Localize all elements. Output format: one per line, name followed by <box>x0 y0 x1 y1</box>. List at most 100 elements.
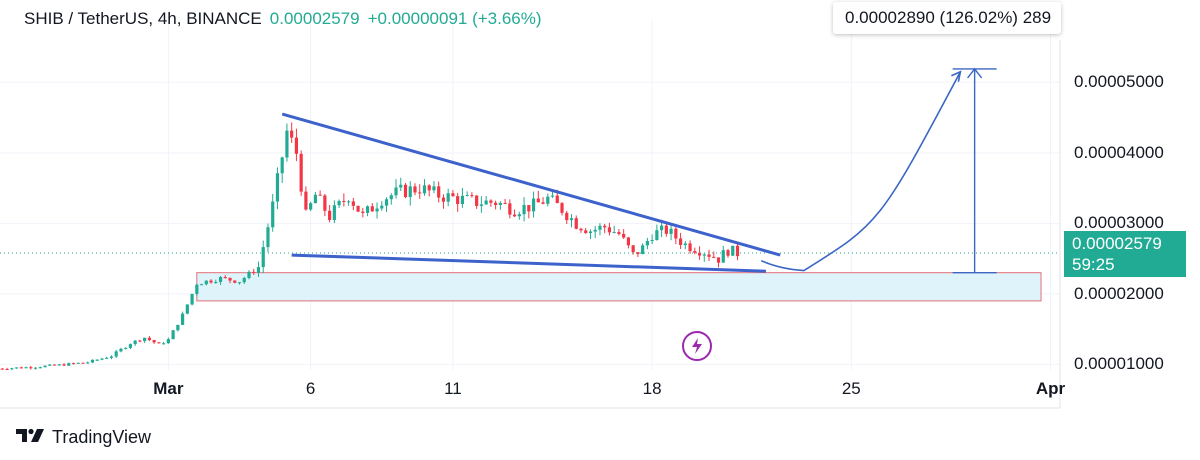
candle-down <box>636 252 640 255</box>
candle-down <box>678 238 683 245</box>
candle-up <box>460 195 465 204</box>
candle-down <box>688 243 692 252</box>
candle-up <box>384 199 389 206</box>
candle-down <box>456 196 460 204</box>
candle-down <box>560 203 564 213</box>
candle-up <box>185 304 189 314</box>
candle-down <box>361 211 365 213</box>
wedge-lower-trendline <box>291 253 767 273</box>
y-tick-label: 0.00003000 <box>1074 213 1164 233</box>
price-change: +0.00000091 (+3.66%) <box>367 9 542 28</box>
candle-up <box>641 245 645 255</box>
candle-down <box>697 252 702 256</box>
candle-up <box>24 367 28 369</box>
candle-down <box>437 186 441 198</box>
candle-up <box>332 205 336 220</box>
candle-down <box>735 245 740 257</box>
candle-up <box>337 200 341 206</box>
axes <box>0 40 1061 409</box>
candle-up <box>569 218 574 221</box>
candle-up <box>593 229 597 232</box>
candle-up <box>86 362 90 364</box>
candle-down <box>228 277 232 281</box>
candle-down <box>541 202 545 204</box>
lightning-bolt-icon[interactable] <box>682 331 712 361</box>
y-tick-label: 0.00002000 <box>1074 283 1164 303</box>
candle-down <box>418 192 422 194</box>
candle-up <box>76 362 80 364</box>
projection-curve <box>760 71 962 272</box>
candle-up <box>114 351 118 357</box>
candle-down <box>328 210 332 220</box>
candle-down <box>707 254 711 257</box>
bar-countdown: 59:25 <box>1072 255 1115 274</box>
trend-drawings <box>281 67 997 274</box>
candle-up <box>422 185 427 194</box>
candle-up <box>14 367 19 369</box>
candle-down <box>536 198 540 203</box>
candle-up <box>517 214 521 217</box>
x-tick-label: 18 <box>642 379 662 398</box>
candle-down <box>318 194 322 196</box>
x-tick-label: 11 <box>444 379 462 398</box>
footer: TradingView <box>16 426 151 448</box>
candle-down <box>147 337 151 341</box>
candle-down <box>579 228 583 231</box>
candle-up <box>346 201 351 203</box>
x-tick-label: 25 <box>841 379 861 398</box>
candle-up <box>105 357 109 359</box>
candle-down <box>29 367 33 369</box>
candle-down <box>626 237 631 246</box>
candle-up <box>522 205 526 215</box>
candle-down <box>403 184 408 198</box>
candle-up <box>38 367 42 369</box>
candle-up <box>280 157 284 174</box>
candle-down <box>209 280 213 283</box>
candle-up <box>190 293 194 305</box>
candle-down <box>294 137 299 154</box>
candle-down <box>451 193 455 197</box>
x-tick-label: Mar <box>153 379 184 398</box>
candle-up <box>33 367 38 369</box>
support-zone-rect <box>196 272 1042 302</box>
candle-down <box>603 225 607 228</box>
candle-up <box>655 230 659 241</box>
candle-up <box>731 245 735 256</box>
candle-up <box>399 184 403 188</box>
current-price-value: 0.00002579 <box>1072 234 1162 253</box>
candle-down <box>555 195 559 204</box>
candle-up <box>171 330 175 340</box>
brand-name[interactable]: TradingView <box>52 426 152 447</box>
tradingview-logo-icon[interactable] <box>16 427 46 448</box>
candle-down <box>71 363 76 365</box>
candle-up <box>389 195 393 200</box>
candle-up <box>375 208 379 212</box>
measure-tooltip-text: 0.00002890 (126.02%) 289 <box>845 8 1052 27</box>
candle-up <box>247 271 251 278</box>
candle-up <box>669 228 673 234</box>
candle-up <box>550 195 555 197</box>
candle-up <box>128 344 133 348</box>
candle-down <box>304 191 308 210</box>
wedge-upper-trendline <box>281 112 781 257</box>
support-zone <box>196 272 1042 302</box>
candle-down <box>81 362 85 364</box>
last-price: 0.00002579 <box>269 9 360 28</box>
candle-up <box>479 204 483 206</box>
candle-down <box>565 212 569 221</box>
candle-up <box>365 206 370 213</box>
candle-down <box>674 228 678 239</box>
candle-up <box>162 343 166 345</box>
candle-up <box>199 284 204 286</box>
candle-up <box>394 187 398 196</box>
candle-down <box>494 202 498 205</box>
x-tick-label: Apr <box>1035 379 1066 398</box>
candle-up <box>242 277 246 283</box>
candle-up <box>432 186 436 191</box>
x-tick-label: 6 <box>305 379 316 398</box>
candle-up <box>67 363 71 366</box>
candle-up <box>531 198 536 212</box>
candle-up <box>119 348 123 352</box>
candle-down <box>252 271 256 273</box>
